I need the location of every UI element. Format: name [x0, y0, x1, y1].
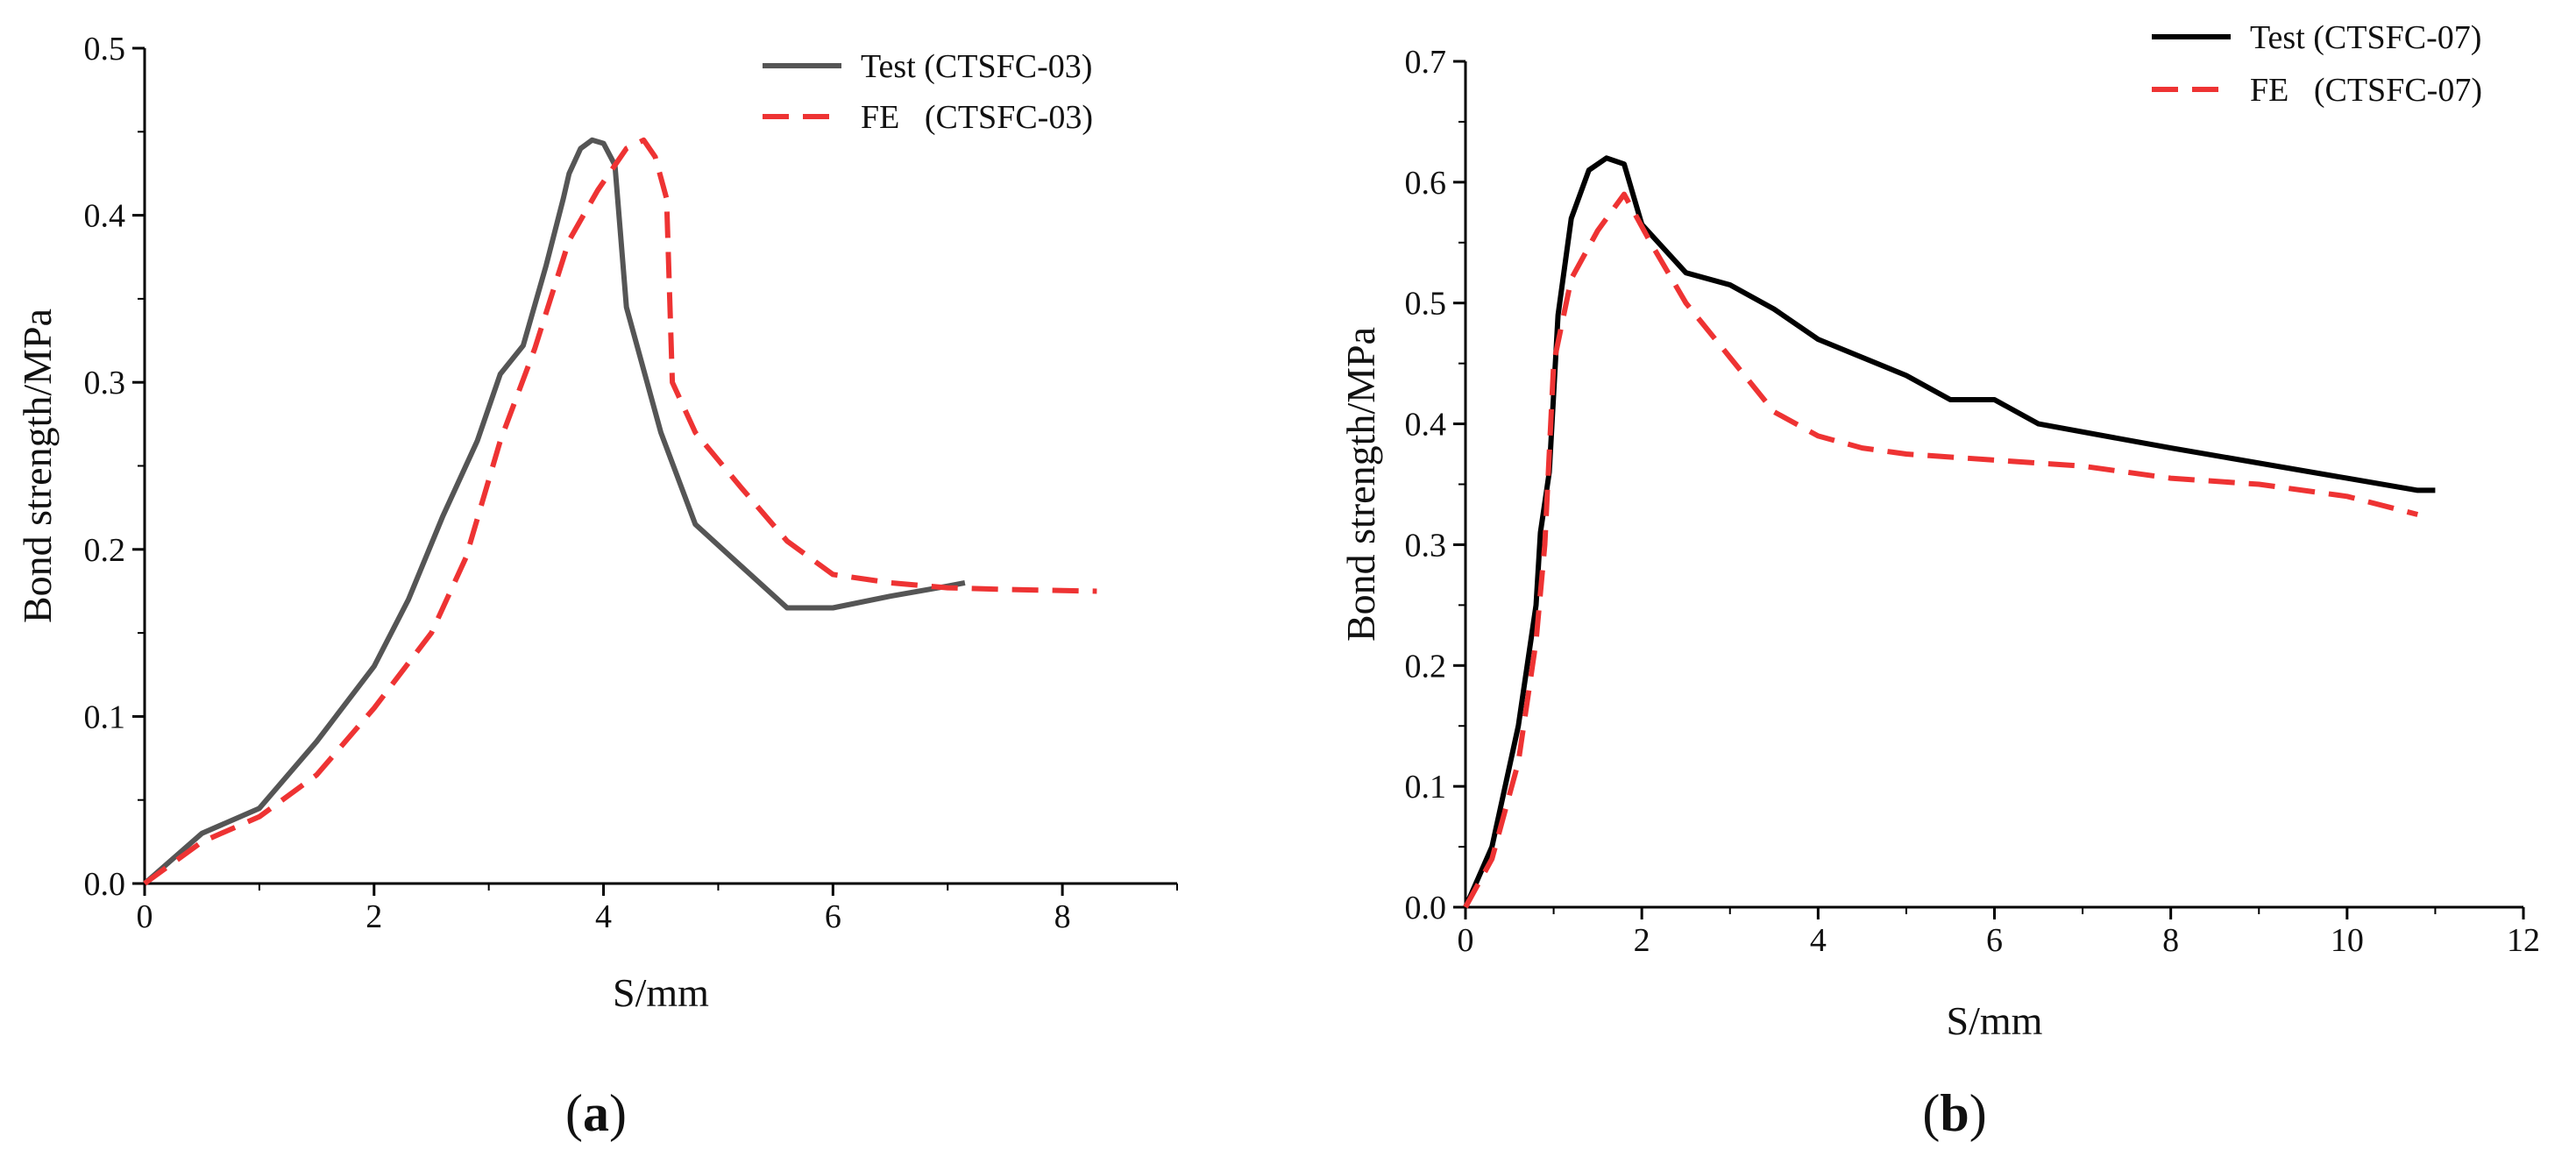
chart-a-legend-label-0: Test (CTSFC-03) — [861, 48, 1092, 85]
chart-b-x-tick-label: 2 — [1634, 922, 1650, 959]
chart-a-series-test-line — [143, 137, 966, 886]
chart-b-x-tick-label: 12 — [2507, 922, 2540, 959]
chart-a-x-axis-title: S/mm — [613, 970, 709, 1015]
chart-a-y-tick-label: 0.3 — [84, 365, 126, 401]
chart-a-x-tick-label: 2 — [365, 898, 382, 935]
chart-b-y-tick-label: 0.0 — [1405, 890, 1447, 926]
chart-b-x-tick-label: 8 — [2162, 922, 2179, 959]
chart-b-x-tick-label: 10 — [2331, 922, 2364, 959]
chart-a-panel-label: (a) — [565, 1084, 627, 1142]
chart-a-y-tick-label: 0.2 — [84, 532, 126, 569]
chart-b-x-tick-label: 6 — [1986, 922, 2003, 959]
chart-b-y-tick-label: 0.3 — [1405, 527, 1447, 564]
chart-panel-a: 0 2 4 6 8 0.0 0.1 0.2 0.3 0.4 0.5 S/mm Bond strength… — [15, 31, 1178, 1142]
chart-b-x-axis-title: S/mm — [1947, 998, 2043, 1043]
chart-b-panel-label: (b) — [1922, 1084, 1986, 1142]
chart-b-panel-open-paren: ( — [1922, 1084, 1940, 1142]
chart-a-y-tick-label: 0.4 — [84, 198, 126, 235]
chart-a-x-tick-label: 4 — [595, 898, 612, 935]
chart-b-legend-label-0: Test (CTSFC-07) — [2250, 19, 2481, 56]
chart-b-y-tick-label: 0.7 — [1405, 44, 1447, 81]
chart-b-x-tick-label: 0 — [1458, 922, 1474, 959]
chart-a-legend-label-1: FE (CTSFC-03) — [861, 99, 1093, 136]
chart-a-y-axis-title: Bond strength/MPa — [15, 309, 60, 623]
chart-b-y-tick-label: 0.4 — [1405, 407, 1447, 444]
chart-b-legend-label-1: FE (CTSFC-07) — [2250, 72, 2482, 109]
chart-a-panel-letter: a — [583, 1084, 609, 1142]
chart-b-y-tick-label: 0.5 — [1405, 286, 1447, 323]
chart-b-series-fe-line — [1463, 191, 2419, 909]
chart-a-x-tick-label: 6 — [825, 898, 841, 935]
chart-b-panel-close-paren: ) — [1969, 1084, 1987, 1142]
chart-a-x-tick-label: 0 — [137, 898, 153, 935]
chart-a-panel-close-paren: ) — [609, 1084, 627, 1142]
chart-a-y-tick-label: 0.1 — [84, 699, 126, 735]
chart-a-panel-open-paren: ( — [565, 1084, 583, 1142]
chart-b-series-test-line — [1463, 155, 2436, 909]
chart-b-y-tick-label: 0.6 — [1405, 165, 1447, 202]
chart-a-y-tick-label: 0.0 — [84, 866, 126, 903]
chart-b-y-tick-label: 0.2 — [1405, 648, 1447, 685]
chart-b-y-tick-label: 0.1 — [1405, 769, 1447, 806]
chart-a-y-tick-label: 0.5 — [84, 31, 126, 67]
chart-b-panel-letter: b — [1940, 1084, 1969, 1142]
chart-panel-b: 0 2 4 6 8 10 12 0.0 0.1 0.2 0.3 0.4 0.5 0.6 0.7 S/mm Bon… — [1338, 19, 2540, 1142]
chart-b-y-axis-title: Bond strength/MPa — [1338, 327, 1383, 642]
chart-a-x-tick-label: 8 — [1054, 898, 1071, 935]
chart-b-x-tick-label: 4 — [1810, 922, 1827, 959]
